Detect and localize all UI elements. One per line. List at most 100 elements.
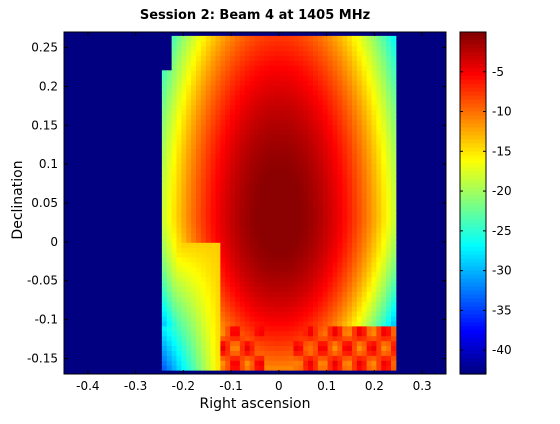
heatmap-cell: [278, 94, 285, 101]
heatmap-cell: [366, 266, 372, 273]
heatmap-cell: [200, 237, 207, 243]
heatmap-cell: [361, 325, 368, 332]
heatmap-cell: [225, 114, 231, 120]
heatmap-cell: [351, 345, 358, 351]
heatmap-cell: [293, 89, 299, 96]
heatmap-cell: [171, 242, 178, 248]
heatmap-cell: [347, 109, 353, 116]
heatmap-cell: [171, 316, 178, 322]
heatmap-cell: [186, 261, 192, 268]
heatmap-cell: [366, 261, 372, 268]
heatmap-cell: [386, 266, 392, 273]
heatmap-cell: [303, 222, 309, 229]
heatmap-cell: [186, 129, 192, 135]
heatmap-cell: [342, 227, 348, 233]
heatmap-cell: [215, 257, 221, 263]
heatmap-cell: [235, 158, 241, 165]
y-tick-label: 0.25: [31, 41, 58, 55]
heatmap-cell: [191, 99, 197, 106]
heatmap-cell: [200, 65, 207, 71]
heatmap-cell: [215, 148, 221, 155]
heatmap-cell: [278, 306, 285, 312]
heatmap-cell: [347, 335, 353, 342]
heatmap-cell: [274, 242, 280, 248]
heatmap-cell: [288, 316, 294, 322]
heatmap-cell: [274, 237, 280, 243]
colorbar-segment: [460, 55, 486, 61]
heatmap-cell: [200, 139, 207, 145]
heatmap-cell: [196, 119, 202, 125]
heatmap-cell: [230, 55, 236, 61]
heatmap-cell: [254, 335, 260, 342]
heatmap-cell: [274, 124, 280, 130]
heatmap-cell: [210, 227, 217, 233]
heatmap-cell: [293, 109, 299, 116]
heatmap-cell: [361, 207, 368, 214]
heatmap-cell: [366, 325, 372, 332]
heatmap-cell: [235, 104, 241, 111]
heatmap-cell: [381, 45, 387, 52]
heatmap-cell: [303, 242, 309, 248]
heatmap-cell: [308, 124, 314, 130]
heatmap-cell: [298, 173, 304, 179]
heatmap-cell: [244, 365, 251, 371]
heatmap-cell: [283, 148, 290, 155]
heatmap-cell: [293, 252, 299, 258]
heatmap-cell: [205, 178, 212, 184]
heatmap-cell: [317, 198, 324, 204]
heatmap-cell: [225, 60, 231, 66]
heatmap-cell: [312, 124, 319, 130]
heatmap-cell: [298, 178, 304, 184]
heatmap-cell: [332, 291, 338, 297]
heatmap-cell: [220, 257, 226, 263]
heatmap-cell: [298, 55, 304, 61]
heatmap-cell: [235, 360, 241, 366]
heatmap-cell: [210, 158, 217, 165]
heatmap-cell: [303, 237, 309, 243]
heatmap-cell: [230, 153, 236, 160]
heatmap-cell: [171, 286, 178, 292]
heatmap-cell: [181, 257, 187, 263]
heatmap-cell: [371, 178, 377, 184]
heatmap-cell: [390, 266, 397, 273]
heatmap-cell: [293, 70, 299, 76]
heatmap-cell: [283, 80, 290, 86]
heatmap-cell: [244, 153, 251, 160]
heatmap-cell: [376, 60, 382, 66]
heatmap-cell: [303, 193, 309, 199]
heatmap-cell: [186, 325, 192, 332]
heatmap-cell: [210, 212, 217, 219]
heatmap-cell: [283, 124, 290, 130]
heatmap-cell: [220, 109, 226, 116]
heatmap-cell: [283, 365, 290, 371]
heatmap-cell: [196, 148, 202, 155]
heatmap-cell: [376, 316, 382, 322]
heatmap-cell: [171, 114, 178, 120]
heatmap-cell: [288, 65, 294, 71]
heatmap-cell: [205, 276, 212, 283]
heatmap-cell: [283, 306, 290, 312]
heatmap-cell: [303, 188, 309, 194]
heatmap-cell: [366, 129, 372, 135]
heatmap-cell: [244, 212, 251, 219]
heatmap-cell: [288, 35, 294, 42]
heatmap-cell: [278, 89, 285, 96]
heatmap-cell: [239, 129, 246, 135]
heatmap-cell: [308, 163, 314, 170]
heatmap-cell: [332, 60, 338, 66]
heatmap-cell: [161, 365, 168, 371]
heatmap-cell: [196, 335, 202, 342]
heatmap-cell: [259, 247, 265, 253]
heatmap-cell: [298, 89, 304, 96]
heatmap-cell: [181, 203, 187, 209]
heatmap-cell: [215, 35, 221, 42]
heatmap-cell: [386, 129, 392, 135]
heatmap-cell: [322, 257, 329, 263]
heatmap-cell: [303, 266, 309, 273]
heatmap-cell: [230, 335, 236, 342]
heatmap-cell: [269, 306, 275, 312]
heatmap-cell: [381, 325, 387, 332]
heatmap-cell: [303, 129, 309, 135]
heatmap-cell: [274, 55, 280, 61]
heatmap-cell: [347, 301, 353, 307]
